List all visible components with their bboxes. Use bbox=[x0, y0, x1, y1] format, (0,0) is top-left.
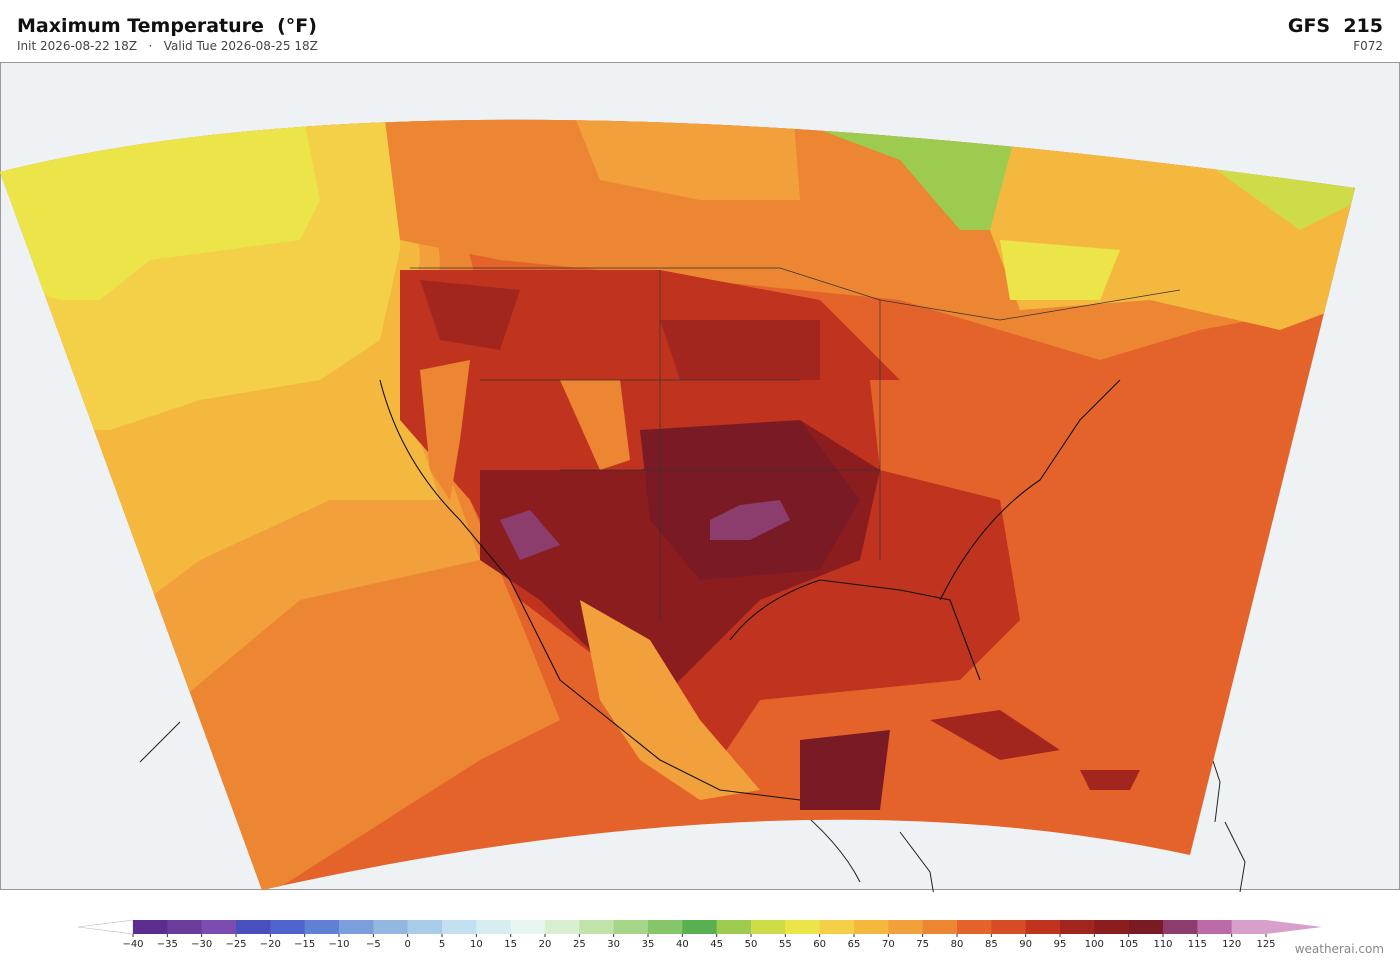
colorbar-tick-label: 25 bbox=[573, 939, 586, 950]
colorbar-tick-label: 65 bbox=[848, 939, 861, 950]
colorbar-segment bbox=[407, 920, 443, 934]
colorbar-segment bbox=[236, 920, 271, 934]
colorbar-tick-label: 30 bbox=[607, 939, 620, 950]
colorbar-segment bbox=[270, 920, 305, 934]
colorbar-tick-label: 15 bbox=[504, 939, 517, 950]
model: GFS 215 bbox=[1287, 15, 1383, 37]
colorbar-segment bbox=[1197, 920, 1232, 934]
colorbar-tick-label: 75 bbox=[916, 939, 929, 950]
watermark: weatherai.com bbox=[1294, 942, 1384, 956]
colorbar-segment bbox=[133, 920, 168, 934]
colorbar-tick-label: 10 bbox=[470, 939, 483, 950]
colorbar-segment bbox=[167, 920, 202, 934]
colorbar-segment bbox=[1060, 920, 1095, 934]
colorbar-tick-label: 125 bbox=[1256, 939, 1275, 950]
colorbar-segment bbox=[785, 920, 820, 934]
colorbar-segment bbox=[304, 920, 340, 934]
map bbox=[0, 62, 1400, 892]
colorbar-tick-label: 45 bbox=[710, 939, 723, 950]
colorbar-segment bbox=[751, 920, 786, 934]
colorbar-segment bbox=[854, 920, 889, 934]
colorbar-tick-label: −35 bbox=[157, 939, 178, 950]
subtitle: Init 2026-08-22 18Z · Valid Tue 2026-08-… bbox=[17, 39, 318, 53]
colorbar-tick-label: 95 bbox=[1054, 939, 1067, 950]
colorbar-tick-label: −25 bbox=[225, 939, 246, 950]
colorbar-tick-label: 120 bbox=[1222, 939, 1241, 950]
colorbar-tick-label: −30 bbox=[191, 939, 212, 950]
colorbar-tick-label: −5 bbox=[366, 939, 381, 950]
colorbar-segment bbox=[579, 920, 614, 934]
colorbar-tick-label: 50 bbox=[745, 939, 758, 950]
colorbar-segment bbox=[682, 920, 717, 934]
colorbar-tick-label: 110 bbox=[1153, 939, 1172, 950]
colorbar-segment bbox=[716, 920, 752, 934]
colorbar-segment bbox=[1163, 920, 1198, 934]
colorbar-over bbox=[1266, 920, 1322, 934]
colorbar-tick-label: −40 bbox=[122, 939, 143, 950]
colorbar-tick-label: 85 bbox=[985, 939, 998, 950]
forecast-hour: F072 bbox=[1353, 39, 1383, 53]
colorbar-tick-label: 40 bbox=[676, 939, 689, 950]
colorbar-tick-label: 5 bbox=[439, 939, 445, 950]
colorbar-segment bbox=[476, 920, 511, 934]
colorbar-tick-label: 35 bbox=[642, 939, 655, 950]
colorbar-under bbox=[77, 919, 134, 935]
colorbar-tick-label: 105 bbox=[1119, 939, 1138, 950]
colorbar-tick-label: 55 bbox=[779, 939, 792, 950]
colorbar-tick-label: 20 bbox=[539, 939, 552, 950]
colorbar-tick-label: 90 bbox=[1019, 939, 1032, 950]
colorbar-tick-label: 0 bbox=[404, 939, 410, 950]
colorbar-tick-label: −20 bbox=[260, 939, 281, 950]
colorbar-segment bbox=[922, 920, 958, 934]
colorbar-segment bbox=[373, 920, 408, 934]
colorbar-tick-label: 60 bbox=[813, 939, 826, 950]
boundaries bbox=[379, 267, 1181, 801]
colorbar-segment bbox=[991, 920, 1026, 934]
colorbar-segment bbox=[545, 920, 580, 934]
colorbar-segment bbox=[442, 920, 477, 934]
colorbar-segment bbox=[648, 920, 683, 934]
title: Maximum Temperature (°F) bbox=[17, 15, 317, 37]
colorbar-tick-label: −10 bbox=[328, 939, 349, 950]
colorbar-segment bbox=[339, 920, 374, 934]
colorbar-tick-label: 115 bbox=[1188, 939, 1207, 950]
colorbar-tick-label: 80 bbox=[951, 939, 964, 950]
colorbar-segment bbox=[201, 920, 237, 934]
colorbar-segment bbox=[1128, 920, 1164, 934]
colorbar-tick-label: −15 bbox=[294, 939, 315, 950]
colorbar-segment bbox=[888, 920, 923, 934]
colorbar-segment bbox=[819, 920, 855, 934]
colorbar-segment bbox=[957, 920, 992, 934]
colorbar-segment bbox=[1025, 920, 1061, 934]
colorbar-segment bbox=[613, 920, 649, 934]
colorbar-tick-label: 100 bbox=[1085, 939, 1104, 950]
colorbar-segment bbox=[510, 920, 546, 934]
colorbar-tick-label: 70 bbox=[882, 939, 895, 950]
colorbar-segment bbox=[1094, 920, 1129, 934]
colorbar-segment bbox=[1231, 920, 1267, 934]
colorbar: −40 −35 −30 −25 −20 −15 −10 −5 0 5 10 15 20 25 30 35 40 4… bbox=[77, 919, 1322, 950]
